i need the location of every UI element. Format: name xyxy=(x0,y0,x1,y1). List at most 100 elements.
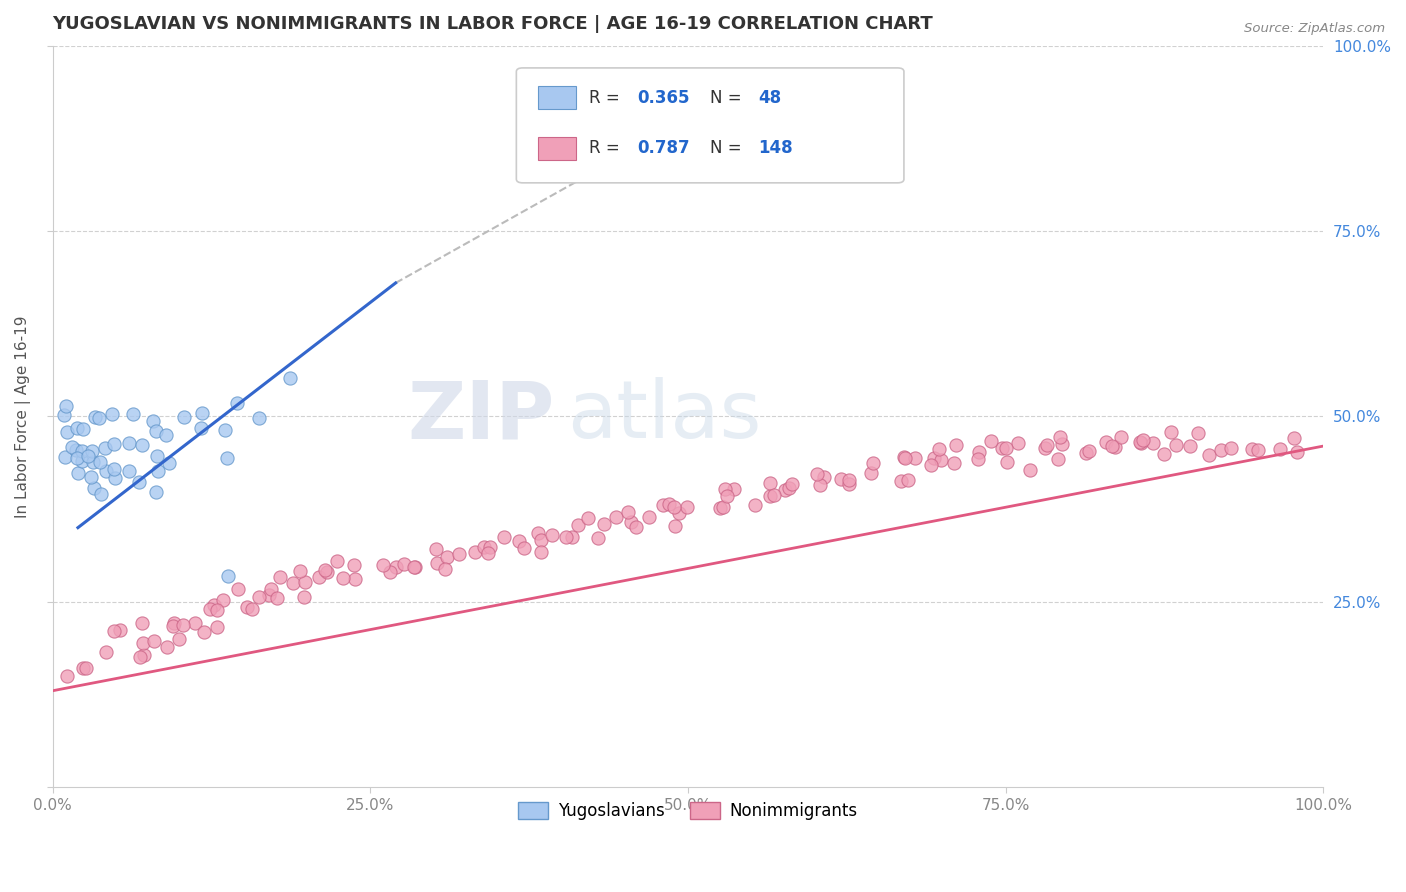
Point xyxy=(723,482,745,496)
Point xyxy=(893,450,915,464)
Point xyxy=(294,574,316,589)
Point xyxy=(89,455,111,469)
Point xyxy=(80,470,103,484)
Point xyxy=(664,500,686,514)
Point xyxy=(555,530,578,544)
Point xyxy=(1101,439,1123,453)
Point xyxy=(806,467,828,481)
Point xyxy=(172,618,194,632)
Point xyxy=(508,533,530,548)
Point xyxy=(1142,436,1164,450)
Point xyxy=(132,648,155,662)
Point xyxy=(1076,445,1098,459)
Text: N =: N = xyxy=(710,89,747,107)
Point xyxy=(1286,445,1309,459)
Point xyxy=(131,438,153,452)
Point xyxy=(108,624,131,638)
Point xyxy=(103,436,125,450)
Point xyxy=(96,464,118,478)
Point xyxy=(122,407,145,421)
Point xyxy=(813,469,835,483)
Point xyxy=(1094,435,1116,450)
Point xyxy=(1198,448,1220,462)
Point xyxy=(247,591,270,605)
Point xyxy=(157,456,180,470)
Text: R =: R = xyxy=(589,139,624,157)
Point xyxy=(385,559,408,574)
Point xyxy=(145,449,167,463)
Point xyxy=(617,505,640,519)
Point xyxy=(966,452,988,467)
Point xyxy=(1282,431,1305,445)
Point xyxy=(862,456,884,470)
Point xyxy=(1209,442,1232,457)
Point xyxy=(586,531,609,545)
Point xyxy=(709,500,731,515)
Point xyxy=(236,600,259,615)
Point xyxy=(1153,447,1175,461)
Point xyxy=(128,475,150,489)
Point xyxy=(215,450,238,465)
Point xyxy=(378,565,401,579)
Point xyxy=(167,632,190,647)
Point xyxy=(70,443,93,458)
Point xyxy=(1019,463,1042,477)
Point xyxy=(1007,436,1029,450)
Point xyxy=(1033,442,1056,456)
Point xyxy=(576,510,599,524)
Point xyxy=(103,461,125,475)
Point xyxy=(308,570,330,584)
Point xyxy=(652,498,675,512)
Point xyxy=(838,473,860,487)
Point xyxy=(56,669,79,683)
Point xyxy=(744,498,766,512)
Point xyxy=(128,650,150,665)
Text: 0.365: 0.365 xyxy=(637,89,689,107)
Point xyxy=(404,560,426,574)
Point xyxy=(53,408,76,422)
Point xyxy=(897,473,920,487)
Point xyxy=(55,425,77,440)
Point xyxy=(266,591,288,605)
Point xyxy=(326,554,349,568)
Bar xyxy=(538,87,576,109)
Point xyxy=(343,572,366,586)
Point xyxy=(1052,437,1074,451)
Point xyxy=(118,436,141,450)
Point xyxy=(920,458,942,472)
Point xyxy=(247,410,270,425)
Text: YUGOSLAVIAN VS NONIMMIGRANTS IN LABOR FORCE | AGE 16-19 CORRELATION CHART: YUGOSLAVIAN VS NONIMMIGRANTS IN LABOR FO… xyxy=(52,15,934,33)
Point xyxy=(214,423,236,437)
Point xyxy=(472,540,495,554)
Point xyxy=(605,510,627,524)
Point xyxy=(1049,429,1071,443)
Point xyxy=(530,533,553,547)
Point xyxy=(492,530,515,544)
Text: 148: 148 xyxy=(758,139,793,157)
Point xyxy=(561,530,583,544)
Point xyxy=(145,424,167,438)
Point xyxy=(1160,425,1182,440)
Point xyxy=(762,488,785,502)
Point xyxy=(278,370,301,384)
Point xyxy=(716,489,738,503)
Point xyxy=(394,557,416,571)
Text: atlas: atlas xyxy=(567,377,762,456)
Point xyxy=(436,549,458,564)
Text: N =: N = xyxy=(710,139,747,157)
Point xyxy=(980,434,1002,449)
Text: ZIP: ZIP xyxy=(408,377,554,456)
Point xyxy=(205,603,228,617)
Point xyxy=(65,442,87,457)
Point xyxy=(260,582,283,596)
Point xyxy=(93,442,115,456)
Point xyxy=(1178,439,1201,453)
Point xyxy=(664,519,686,533)
Point xyxy=(292,590,315,604)
Point xyxy=(55,399,77,413)
Point xyxy=(155,428,177,442)
Point xyxy=(479,540,502,554)
Point xyxy=(894,450,917,465)
Point xyxy=(780,477,803,491)
Point xyxy=(173,410,195,425)
